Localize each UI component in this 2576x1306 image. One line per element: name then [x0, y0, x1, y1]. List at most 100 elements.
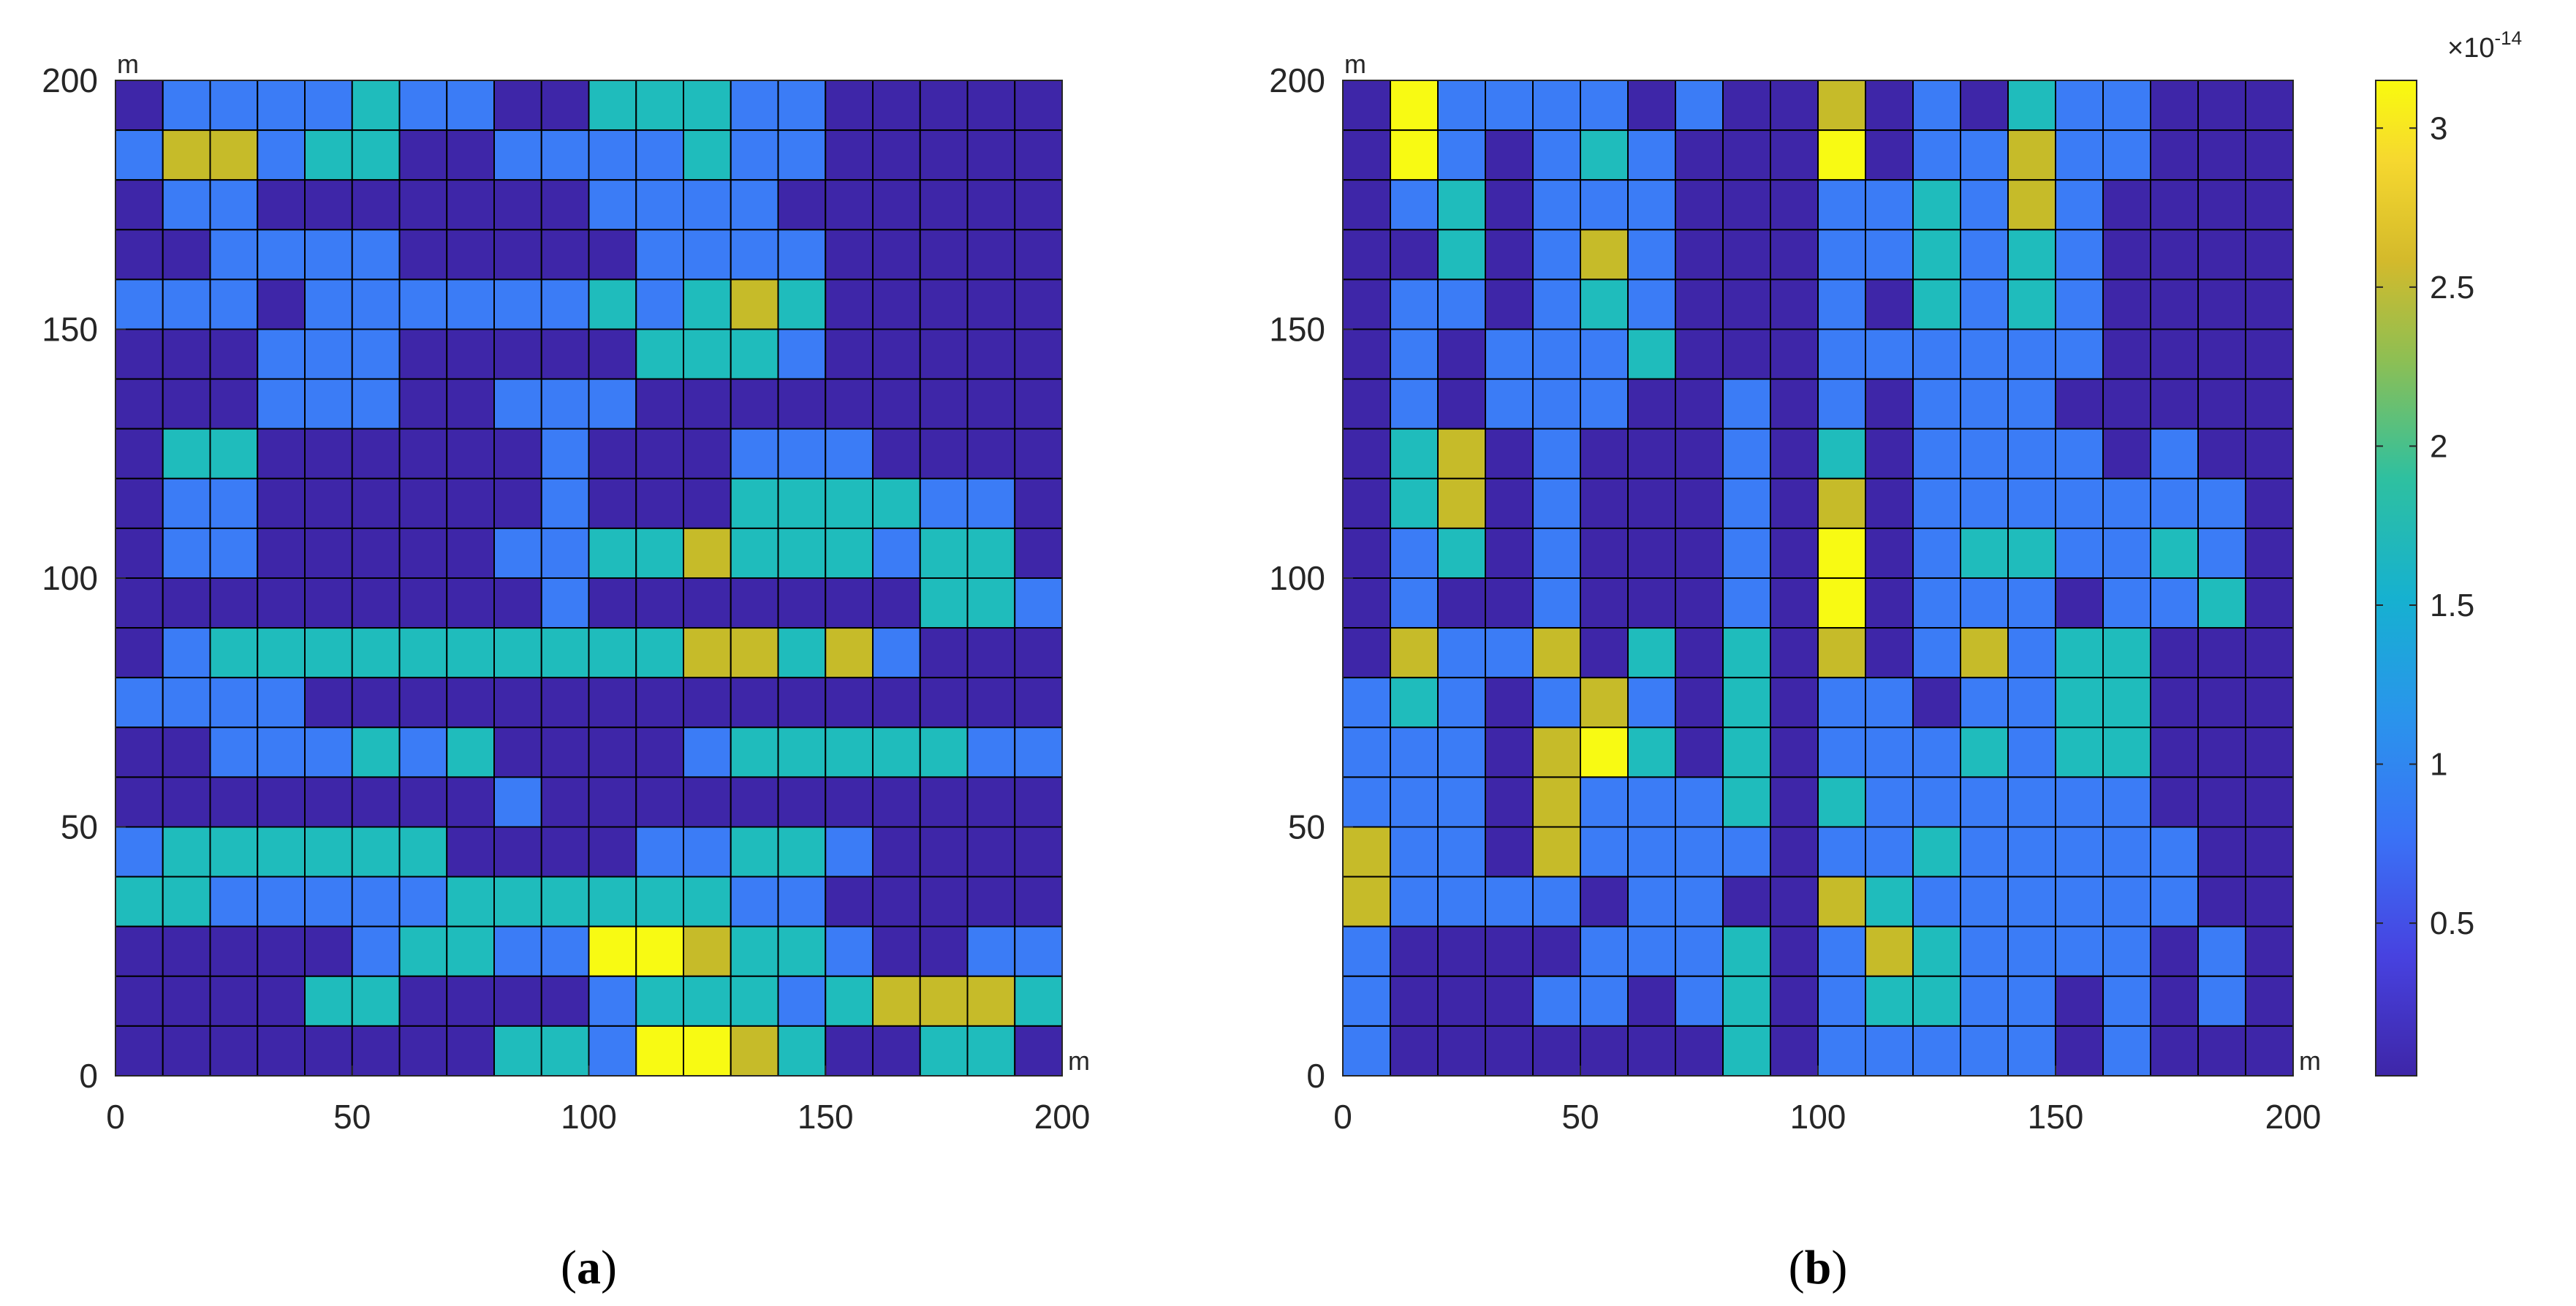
heatmap-cell — [1675, 378, 1724, 430]
heatmap-cell — [540, 129, 590, 181]
heatmap-cell — [2102, 826, 2151, 878]
heatmap-cell — [446, 328, 495, 380]
heatmap-cell — [257, 577, 306, 629]
heatmap-cell — [540, 477, 590, 529]
heatmap-cell — [257, 527, 306, 580]
heatmap-cell — [1865, 80, 1914, 132]
heatmap-cell — [304, 428, 353, 479]
heatmap-cell — [683, 428, 732, 479]
heatmap-cell — [162, 925, 211, 977]
heatmap-cell — [162, 278, 211, 330]
heatmap-cell — [209, 527, 259, 580]
heatmap-cell — [398, 527, 448, 580]
heatmap-cell — [1770, 1025, 1819, 1077]
heatmap-cell — [1865, 179, 1914, 231]
heatmap-cell — [2150, 925, 2199, 977]
heatmap-cell — [872, 80, 921, 132]
heatmap-cell — [2102, 975, 2151, 1027]
heatmap-cell — [1912, 378, 1961, 430]
heatmap-cell — [730, 129, 779, 181]
heatmap-cell — [2102, 328, 2151, 380]
heatmap-cell — [1722, 677, 1771, 729]
heatmap-cell — [304, 129, 353, 181]
heatmap-cell — [1390, 627, 1439, 679]
heatmap-cell — [493, 477, 542, 529]
y-tick-label: 200 — [42, 61, 98, 99]
heatmap-cell — [872, 229, 921, 281]
heatmap-cell — [1722, 80, 1771, 132]
heatmap-cell — [1817, 975, 1866, 1027]
heatmap-cell — [2150, 179, 2199, 231]
heatmap-cell — [2245, 925, 2294, 977]
heatmap-cell — [1014, 627, 1063, 679]
heatmap-cell — [1580, 527, 1629, 580]
heatmap-cell — [540, 726, 590, 778]
heatmap-cell — [2245, 477, 2294, 529]
heatmap-cell — [1817, 129, 1866, 181]
x-tick-label: 200 — [1034, 1098, 1091, 1136]
heatmap-cell — [1390, 1025, 1439, 1077]
heatmap-cell — [588, 677, 637, 729]
heatmap-cell — [398, 428, 448, 479]
heatmap-cell — [2007, 925, 2056, 977]
heatmap-cell — [351, 925, 401, 977]
heatmap-cell — [2055, 229, 2104, 281]
heatmap-cell — [1014, 278, 1063, 330]
heatmap-cell — [1675, 527, 1724, 580]
heatmap-cell — [209, 627, 259, 679]
heatmap-cell — [730, 975, 779, 1027]
heatmap-cell — [2150, 577, 2199, 629]
heatmap-cell — [162, 328, 211, 380]
heatmap-cell — [1675, 876, 1724, 927]
heatmap-cell — [398, 477, 448, 529]
heatmap-cell — [1722, 826, 1771, 878]
heatmap-cell — [1390, 80, 1439, 132]
heatmap-cell — [446, 776, 495, 828]
heatmap-cell — [730, 627, 779, 679]
heatmap-cell — [2197, 577, 2246, 629]
heatmap-cell — [919, 975, 969, 1027]
heatmap-cell — [1675, 577, 1724, 629]
heatmap-cell — [162, 129, 211, 181]
heatmap-cell — [2245, 378, 2294, 430]
heatmap-cell — [209, 726, 259, 778]
heatmap-cell — [1532, 1025, 1581, 1077]
heatmap-cell — [2055, 179, 2104, 231]
heatmap-cell — [446, 826, 495, 878]
heatmap-cell — [1722, 527, 1771, 580]
heatmap-cell — [2197, 776, 2246, 828]
heatmap-cell — [2150, 229, 2199, 281]
heatmap-cell — [540, 428, 590, 479]
heatmap-cell — [1627, 677, 1676, 729]
heatmap-cell — [1722, 328, 1771, 380]
heatmap-cell — [1722, 627, 1771, 679]
heatmap-cell — [1865, 826, 1914, 878]
heatmap-cell — [730, 527, 779, 580]
heatmap-cell — [2102, 229, 2151, 281]
heatmap-cell — [1770, 925, 1819, 977]
heatmap-cell — [1627, 925, 1676, 977]
heatmap-cell — [1580, 179, 1629, 231]
heatmap-cell — [446, 129, 495, 181]
heatmap-cell — [1014, 179, 1063, 231]
heatmap-cell — [2007, 179, 2056, 231]
heatmap-cell — [1390, 677, 1439, 729]
heatmap-cell — [351, 726, 401, 778]
heatmap-cell — [1865, 527, 1914, 580]
heatmap-cell — [1342, 726, 1391, 778]
heatmap-cell — [2245, 726, 2294, 778]
y-tick-label: 100 — [42, 559, 98, 597]
heatmap-cell — [2055, 527, 2104, 580]
heatmap-cell — [1437, 129, 1486, 181]
heatmap-cell — [635, 80, 684, 132]
heatmap-cell — [1912, 826, 1961, 878]
heatmap-cell — [1770, 627, 1819, 679]
heatmap-cell — [1627, 477, 1676, 529]
heatmap-cell — [588, 975, 637, 1027]
heatmap-cell — [1014, 726, 1063, 778]
heatmap-cell — [730, 776, 779, 828]
heatmap-cell — [1722, 229, 1771, 281]
heatmap-cell — [1912, 876, 1961, 927]
x-tick-label: 50 — [333, 1098, 371, 1136]
heatmap-cell — [683, 726, 732, 778]
